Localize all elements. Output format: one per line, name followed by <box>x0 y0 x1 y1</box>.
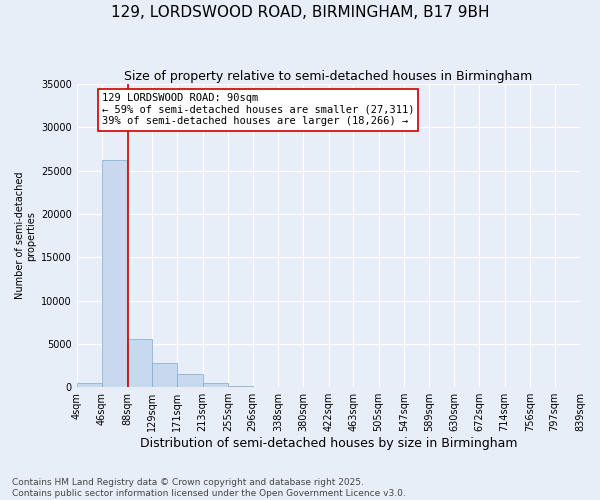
Bar <box>152 363 177 387</box>
Bar <box>228 386 253 387</box>
Text: 129 LORDSWOOD ROAD: 90sqm
← 59% of semi-detached houses are smaller (27,311)
39%: 129 LORDSWOOD ROAD: 90sqm ← 59% of semi-… <box>102 94 414 126</box>
Text: Contains HM Land Registry data © Crown copyright and database right 2025.
Contai: Contains HM Land Registry data © Crown c… <box>12 478 406 498</box>
Bar <box>127 340 152 387</box>
Bar <box>203 383 228 387</box>
Title: Size of property relative to semi-detached houses in Birmingham: Size of property relative to semi-detach… <box>124 70 532 83</box>
X-axis label: Distribution of semi-detached houses by size in Birmingham: Distribution of semi-detached houses by … <box>140 437 517 450</box>
Bar <box>177 374 203 387</box>
Y-axis label: Number of semi-detached
properties: Number of semi-detached properties <box>15 172 37 300</box>
Text: 129, LORDSWOOD ROAD, BIRMINGHAM, B17 9BH: 129, LORDSWOOD ROAD, BIRMINGHAM, B17 9BH <box>111 5 489 20</box>
Bar <box>102 160 127 387</box>
Bar <box>77 383 102 387</box>
